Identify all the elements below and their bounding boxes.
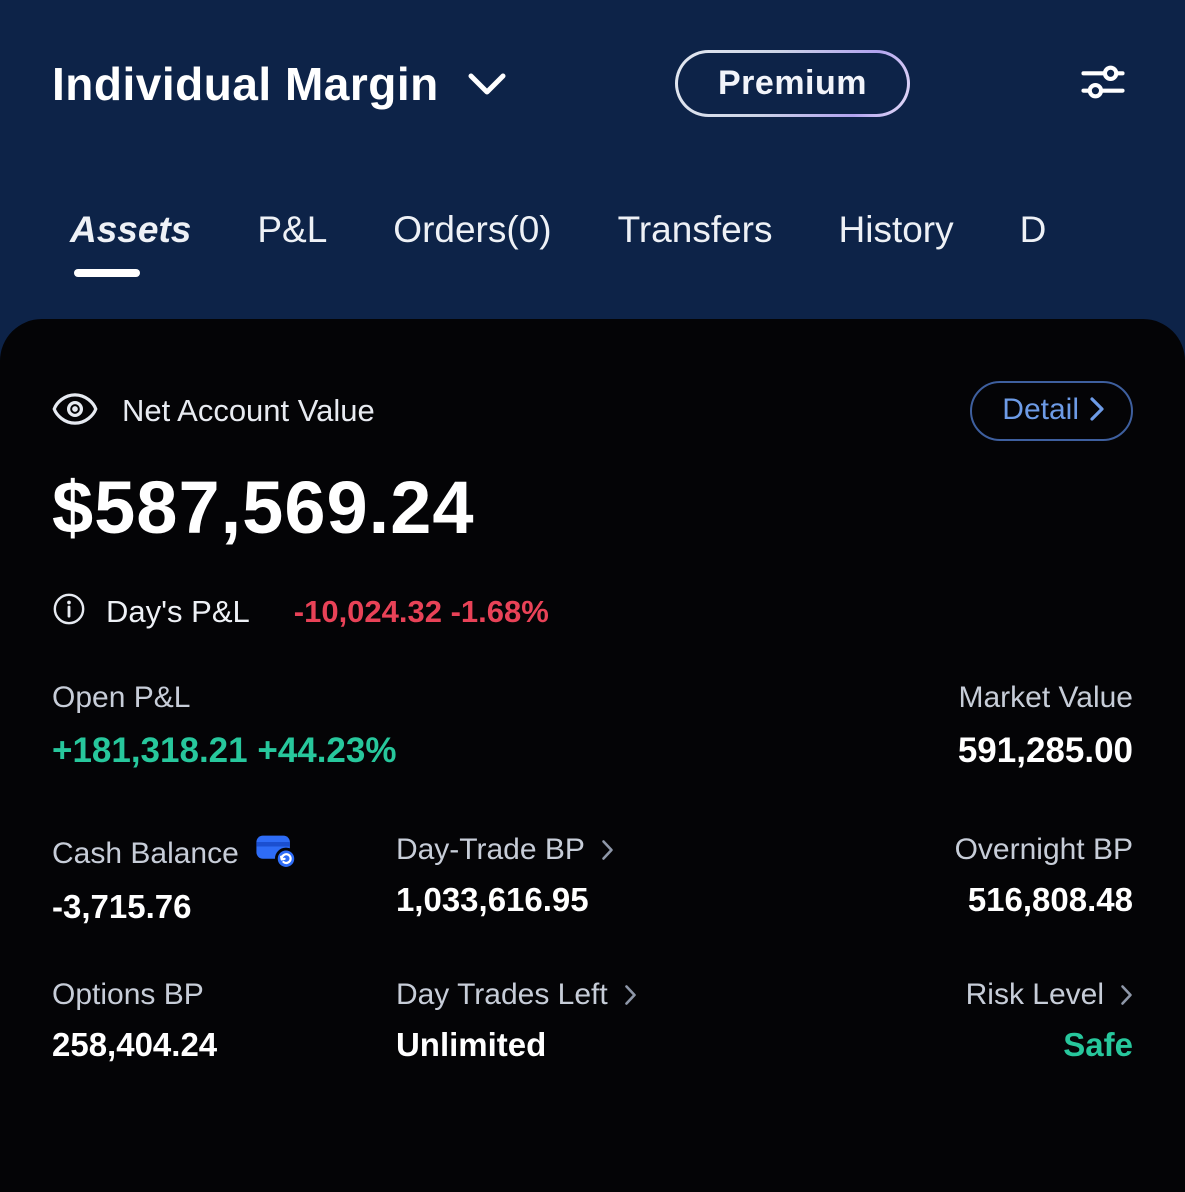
net-account-value: $587,569.24 bbox=[52, 466, 475, 549]
stat-options-bp: Options BP 258,404.24 bbox=[52, 978, 396, 1064]
eye-icon[interactable] bbox=[52, 392, 98, 431]
tab-history-label: History bbox=[838, 209, 954, 250]
stat-cash-balance: Cash Balance -3,715.76 bbox=[52, 833, 396, 926]
open-pnl-block: Open P&L +181,318.21 +44.23% bbox=[52, 681, 396, 771]
days-pnl-value: -10,024.32 -1.68% bbox=[293, 593, 549, 629]
balance-stats-grid: Cash Balance -3,715.76 Day bbox=[52, 833, 1133, 1064]
chevron-right-icon bbox=[601, 839, 614, 866]
info-icon[interactable] bbox=[52, 592, 86, 631]
sliders-icon bbox=[1075, 56, 1131, 111]
tab-pnl[interactable]: P&L bbox=[257, 209, 327, 277]
tab-transfers[interactable]: Transfers bbox=[618, 209, 773, 277]
chevron-right-icon bbox=[1089, 396, 1105, 425]
premium-badge[interactable]: Premium bbox=[675, 50, 910, 117]
detail-button[interactable]: Detail bbox=[970, 381, 1133, 441]
overnight-bp-label: Overnight BP bbox=[954, 833, 1133, 866]
settings-sliders-button[interactable] bbox=[1075, 56, 1131, 111]
chevron-right-icon bbox=[624, 984, 637, 1011]
stat-risk-level[interactable]: Risk Level Safe bbox=[805, 978, 1133, 1064]
stat-overnight-bp: Overnight BP 516,808.48 bbox=[805, 833, 1133, 926]
account-header: Individual Margin Premium bbox=[0, 0, 1185, 277]
days-pnl-label: Day's P&L bbox=[106, 593, 250, 629]
day-trades-left-label: Day Trades Left bbox=[395, 978, 608, 1011]
cash-balance-label: Cash Balance bbox=[52, 836, 239, 870]
open-pnl-label: Open P&L bbox=[52, 681, 191, 714]
day-trade-bp-value: 1,033,616.95 bbox=[395, 881, 589, 918]
day-trade-bp-label: Day-Trade BP bbox=[395, 833, 585, 866]
account-type-selector[interactable]: Individual Margin bbox=[52, 57, 507, 111]
overnight-bp-value: 516,808.48 bbox=[967, 881, 1133, 918]
tab-orders-label: Orders(0) bbox=[393, 209, 552, 250]
risk-level-label: Risk Level bbox=[965, 978, 1104, 1011]
tab-assets[interactable]: Assets bbox=[70, 209, 191, 277]
header-top-row: Individual Margin Premium bbox=[52, 50, 1131, 117]
options-bp-label: Options BP bbox=[52, 978, 204, 1011]
tab-assets-label: Assets bbox=[70, 209, 192, 250]
chevron-down-icon bbox=[467, 72, 507, 103]
tab-bar: Assets P&L Orders(0) Transfers History D bbox=[52, 209, 1131, 277]
active-tab-underline bbox=[74, 269, 140, 277]
net-account-value-label: Net Account Value bbox=[122, 393, 375, 428]
tab-orders[interactable]: Orders(0) bbox=[393, 209, 551, 277]
account-title: Individual Margin bbox=[52, 57, 439, 110]
tab-pnl-label: P&L bbox=[257, 209, 328, 250]
premium-badge-label: Premium bbox=[718, 64, 867, 102]
tab-history[interactable]: History bbox=[839, 209, 954, 277]
open-pnl-market-value-row: Open P&L +181,318.21 +44.23% Market Valu… bbox=[52, 681, 1133, 771]
market-value-block: Market Value 591,285.00 bbox=[958, 681, 1133, 771]
cash-transfer-icon[interactable] bbox=[255, 833, 299, 874]
tab-cutoff-label: D bbox=[1019, 209, 1047, 250]
detail-button-label: Detail bbox=[1002, 393, 1079, 426]
open-pnl-value: +181,318.21 +44.23% bbox=[52, 731, 397, 770]
cash-balance-value: -3,715.76 bbox=[52, 888, 192, 925]
net-account-value-left: Net Account Value bbox=[52, 392, 375, 431]
stat-day-trades-left[interactable]: Day Trades Left Unlimited bbox=[396, 978, 805, 1064]
market-value-label: Market Value bbox=[958, 681, 1133, 714]
chevron-right-icon bbox=[1120, 984, 1133, 1011]
premium-badge-inner: Premium bbox=[678, 53, 907, 114]
options-bp-value: 258,404.24 bbox=[52, 1026, 218, 1063]
market-value: 591,285.00 bbox=[957, 731, 1133, 770]
risk-level-value: Safe bbox=[1063, 1026, 1133, 1063]
day-trades-left-value: Unlimited bbox=[395, 1026, 547, 1063]
assets-card: Net Account Value Detail $587,569.24 Day… bbox=[0, 319, 1185, 1192]
stat-day-trade-bp[interactable]: Day-Trade BP 1,033,616.95 bbox=[396, 833, 805, 926]
tab-transfers-label: Transfers bbox=[617, 209, 773, 250]
net-account-value-row: Net Account Value Detail bbox=[52, 381, 1133, 441]
days-pnl-row: Day's P&L -10,024.32 -1.68% bbox=[52, 592, 1133, 631]
tab-cutoff[interactable]: D bbox=[1020, 209, 1047, 277]
